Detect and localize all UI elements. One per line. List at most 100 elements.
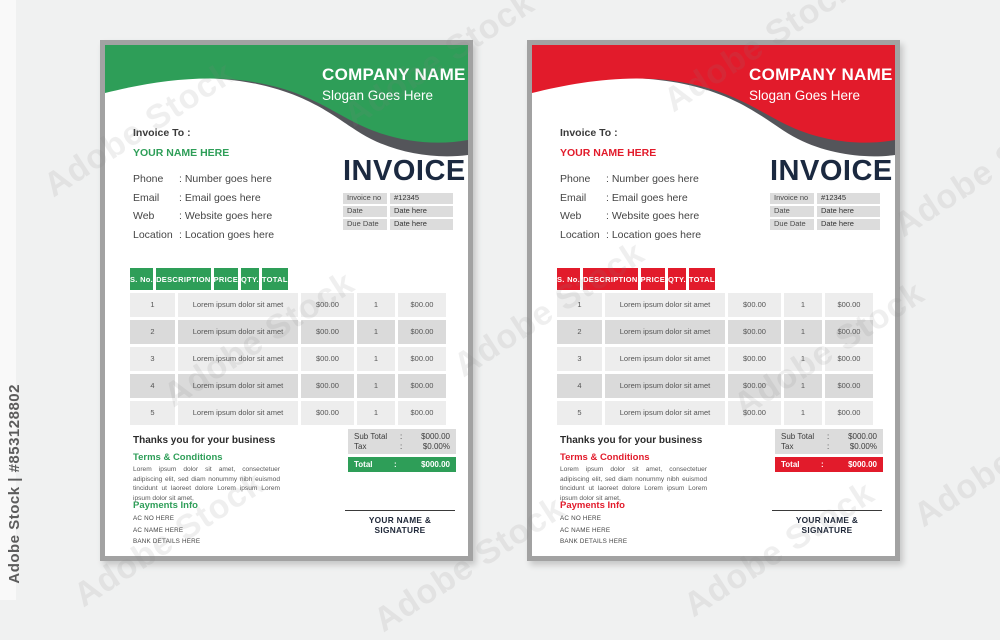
table-row: 4 Lorem ipsum dolor sit amet $00.00 1 $0…: [130, 373, 446, 398]
cell-sno: 4: [130, 373, 175, 398]
subtotal-label: Tax: [354, 441, 367, 451]
cell-price: $00.00: [301, 373, 354, 398]
contact-row: Web : Website goes here: [560, 207, 701, 226]
watermark-text: Adobe Stock: [887, 93, 1000, 245]
cell-total: $00.00: [825, 400, 873, 425]
cell-sno: 5: [557, 400, 602, 425]
totals-section: Sub Total : $000.00 Tax : $0.00% Total :…: [775, 429, 883, 472]
company-name: COMPANY NAME: [749, 65, 893, 84]
signature-block: YOUR NAME & SIGNATURE: [772, 510, 882, 535]
cell-qty: 1: [357, 292, 395, 317]
contact-value: : Number goes here: [606, 173, 699, 186]
cell-total: $00.00: [398, 292, 446, 317]
meta-value: Date here: [817, 206, 880, 217]
invoice-meta-row: Invoice no #12345: [770, 193, 880, 204]
contact-label: Phone: [133, 173, 164, 186]
meta-value: Date here: [817, 219, 880, 230]
meta-value: Date here: [390, 219, 453, 230]
cell-sno: 3: [557, 346, 602, 371]
invoice-title: INVOICE: [343, 155, 466, 187]
cell-price: $00.00: [728, 292, 781, 317]
contact-rows: Phone : Number goes here Email : Email g…: [133, 170, 274, 244]
contact-value: : Number goes here: [179, 173, 272, 186]
table-row: 5 Lorem ipsum dolor sit amet $00.00 1 $0…: [130, 400, 446, 425]
invoice-to-label: Invoice To :: [133, 127, 191, 139]
cell-total: $00.00: [398, 373, 446, 398]
invoice-meta-row: Date Date here: [770, 206, 880, 217]
left-light-strip: [0, 0, 16, 600]
company-header: COMPANY NAME Slogan Goes Here: [322, 65, 466, 103]
cell-price: $00.00: [728, 400, 781, 425]
grand-total-value: $000.00: [848, 460, 877, 469]
table-header-cell: QTY.: [668, 268, 686, 290]
contact-row: Location : Location goes here: [560, 226, 701, 245]
subtotal-row: Sub Total : $000.00: [781, 432, 877, 442]
meta-label: Due Date: [770, 219, 814, 230]
thanks-note: Thanks you for your business: [560, 435, 703, 446]
invoice-meta-rows: Invoice no #12345 Date Date here Due Dat…: [770, 193, 880, 230]
meta-label: Date: [770, 206, 814, 217]
cell-total: $00.00: [825, 373, 873, 398]
cell-total: $00.00: [825, 319, 873, 344]
company-name: COMPANY NAME: [322, 65, 466, 84]
cell-sno: 1: [557, 292, 602, 317]
subtotal-value: $000.00: [421, 432, 450, 441]
cell-description: Lorem ipsum dolor sit amet: [605, 400, 725, 425]
contact-value: : Location goes here: [179, 229, 275, 242]
signature-line: [345, 510, 455, 511]
contact-label: Location: [133, 229, 173, 242]
table-header-row: S. No. DESCRIPTION PRICE QTY. TOTAL: [130, 268, 446, 290]
invoice-title: INVOICE: [770, 155, 893, 187]
meta-value: Date here: [390, 206, 453, 217]
totals-section: Sub Total : $000.00 Tax : $0.00% Total :…: [348, 429, 456, 472]
invoice-template-red: COMPANY NAME Slogan Goes Here Invoice To…: [527, 40, 900, 561]
table-body: 1 Lorem ipsum dolor sit amet $00.00 1 $0…: [130, 292, 446, 425]
cell-price: $00.00: [728, 319, 781, 344]
table-header-row: S. No. DESCRIPTION PRICE QTY. TOTAL: [557, 268, 873, 290]
payment-line: BANK DETAILS HERE: [560, 538, 628, 546]
grand-total-value: $000.00: [421, 460, 450, 469]
meta-value: #12345: [817, 193, 880, 204]
signature-line: [772, 510, 882, 511]
payment-line: AC NO HERE: [560, 515, 602, 522]
contact-label: Phone: [560, 173, 591, 186]
thanks-note: Thanks you for your business: [133, 435, 276, 446]
payment-lines: AC NO HERE AC NAME HERE BANK DETAILS HERE: [560, 513, 627, 548]
cell-qty: 1: [784, 292, 822, 317]
contact-row: Email : Email goes here: [133, 189, 274, 208]
payment-line: BANK DETAILS HERE: [133, 538, 201, 546]
table-header-cell: DESCRIPTION: [583, 268, 638, 290]
contact-value: : Website goes here: [179, 210, 273, 223]
cell-sno: 2: [130, 319, 175, 344]
table-row: 3 Lorem ipsum dolor sit amet $00.00 1 $0…: [130, 346, 446, 371]
terms-heading: Terms & Conditions: [133, 452, 223, 463]
cell-total: $00.00: [398, 346, 446, 371]
contact-row: Phone : Number goes here: [560, 170, 701, 189]
invoice-meta-rows: Invoice no #12345 Date Date here Due Dat…: [343, 193, 453, 230]
invoice-to-label: Invoice To :: [560, 127, 618, 139]
signature-label: YOUR NAME & SIGNATURE: [795, 515, 859, 535]
table-header-cell: TOTAL: [261, 268, 288, 290]
table-header-cell: QTY.: [241, 268, 259, 290]
contact-row: Email : Email goes here: [560, 189, 701, 208]
invoice-meta-row: Due Date Date here: [770, 219, 880, 230]
cell-price: $00.00: [728, 346, 781, 371]
payments-heading: Payments Info: [133, 500, 198, 511]
subtotal-row: Tax : $0.00%: [354, 442, 450, 452]
cell-sno: 1: [130, 292, 175, 317]
cell-qty: 1: [357, 319, 395, 344]
invoice-meta-row: Date Date here: [343, 206, 453, 217]
contact-label: Location: [560, 229, 600, 242]
contact-label: Web: [560, 210, 582, 223]
company-slogan: Slogan Goes Here: [322, 88, 434, 103]
grand-total-label: Total: [781, 460, 800, 469]
table-header-cell: TOTAL: [688, 268, 715, 290]
cell-sno: 3: [130, 346, 175, 371]
invoice-meta-row: Invoice no #12345: [343, 193, 453, 204]
cell-price: $00.00: [301, 346, 354, 371]
table-row: 1 Lorem ipsum dolor sit amet $00.00 1 $0…: [130, 292, 446, 317]
grand-total-colon: :: [821, 460, 824, 469]
header-wave: [105, 45, 468, 157]
cell-sno: 2: [557, 319, 602, 344]
cell-total: $00.00: [398, 400, 446, 425]
